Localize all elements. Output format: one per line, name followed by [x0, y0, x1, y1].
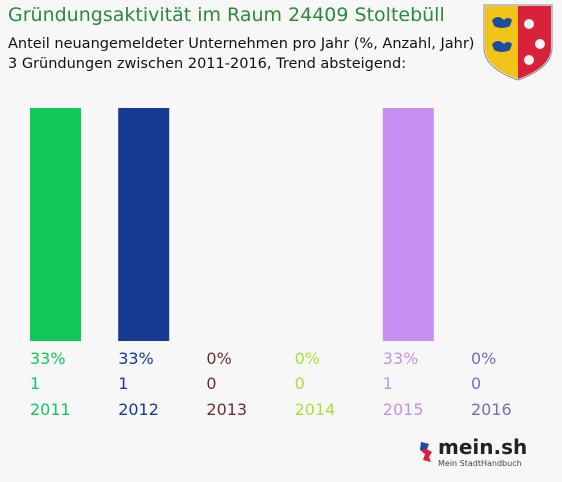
subtitle-line-2: 3 Gründungen zwischen 2011-2016, Trend a… — [8, 56, 407, 72]
year-label-2012: 2012 — [118, 400, 159, 419]
year-label-2015: 2015 — [383, 400, 424, 419]
bar-2015 — [382, 108, 434, 341]
year-label-2011: 2011 — [30, 400, 71, 419]
percent-label-2014: 0% — [295, 349, 320, 368]
logo-text: mein.sh — [438, 435, 528, 459]
chart-subtitle: Anteil neuangemeldeter Unternehmen pro J… — [8, 34, 474, 74]
logo-map-icon — [420, 442, 432, 462]
percent-label-2012: 33% — [118, 349, 154, 368]
year-label-2013: 2013 — [206, 400, 247, 419]
chart-title: Gründungsaktivität im Raum 24409 Stolteb… — [8, 4, 445, 26]
percent-label-2011: 33% — [30, 349, 66, 368]
bar-2012 — [118, 108, 170, 341]
coat-of-arms-icon — [483, 4, 553, 81]
subtitle-line-1: Anteil neuangemeldeter Unternehmen pro J… — [8, 36, 475, 52]
bar-2011 — [30, 108, 81, 341]
year-label-2014: 2014 — [295, 400, 336, 419]
count-label-2012: 1 — [118, 374, 128, 393]
count-label-2011: 1 — [30, 374, 40, 393]
year-label-2016: 2016 — [471, 400, 512, 419]
logo-tagline: Mein StadtHandbuch — [438, 459, 522, 468]
count-label-2016: 0 — [471, 374, 481, 393]
percent-label-2013: 0% — [206, 349, 231, 368]
count-label-2014: 0 — [295, 374, 305, 393]
mein-sh-logo: mein.sh Mein StadtHandbuch — [417, 434, 537, 474]
percent-label-2016: 0% — [471, 349, 496, 368]
count-label-2015: 1 — [383, 374, 393, 393]
percent-label-2015: 33% — [383, 349, 419, 368]
count-label-2013: 0 — [206, 374, 216, 393]
